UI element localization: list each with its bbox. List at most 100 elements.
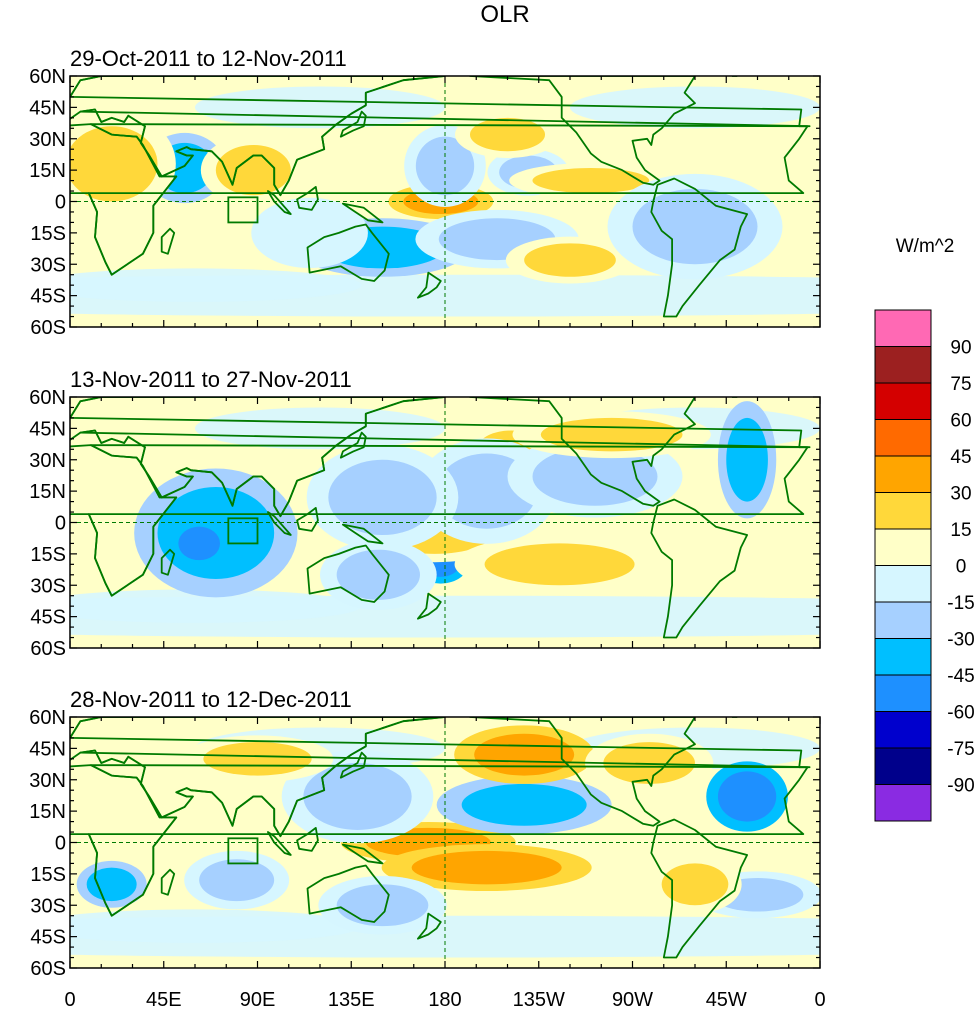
coastline-north-america — [469, 717, 696, 827]
anomaly-core — [203, 742, 312, 776]
latitude-label: 15S — [30, 544, 66, 566]
anomaly-core — [484, 543, 635, 586]
latitude-label: 30S — [30, 575, 66, 597]
coastline-borneo — [296, 507, 319, 532]
map-panel-3: 60N 45N 30N 15N 0 15S 30S 45S 60S 28-Nov-2011 to … — [29, 687, 821, 980]
anomaly-core — [470, 117, 545, 152]
coastline-africa-wrap — [70, 123, 178, 276]
coastline-new-guinea — [342, 843, 384, 865]
coastline-madagascar — [160, 548, 176, 576]
latitude-label: 15N — [29, 801, 66, 823]
anomaly-core — [267, 207, 352, 258]
colorbar-swatch — [874, 784, 932, 822]
anomaly-core — [524, 243, 616, 277]
coastline-europe-asia-wrap — [70, 717, 446, 838]
coastline-new-zealand — [417, 592, 442, 620]
coastline-africa-wrap — [70, 764, 178, 917]
coastline-europe-asia-wrap — [70, 76, 446, 197]
anomaly-core — [632, 188, 758, 265]
anomaly-core — [461, 783, 587, 826]
anomaly-core — [336, 549, 421, 600]
anomaly-core — [532, 447, 658, 506]
colorbar-swatch — [874, 309, 932, 347]
coastlines — [70, 397, 811, 639]
coastline-australia — [306, 544, 390, 603]
latitude-label: 60N — [29, 66, 66, 88]
colorbar-swatch — [874, 674, 932, 712]
coastline-madagascar — [160, 227, 176, 255]
anomaly-core — [328, 459, 437, 536]
panel-title: 28-Nov-2011 to 12-Dec-2011 — [70, 687, 352, 712]
anomaly-band — [195, 407, 445, 450]
figure-title: OLR — [480, 1, 529, 28]
panel-title: 13-Nov-2011 to 27-Nov-2011 — [70, 367, 352, 392]
anomaly-band — [195, 86, 445, 129]
latitude-label: 45N — [29, 418, 66, 440]
latitude-label: 30N — [29, 450, 66, 472]
anomaly-core — [661, 863, 729, 906]
longitude-label: 135E — [328, 989, 375, 1011]
index-box — [227, 837, 259, 865]
coastline-australia — [306, 864, 390, 923]
latitude-label: 30N — [29, 129, 66, 151]
anomaly-band — [70, 589, 362, 623]
coastline-new-zealand — [417, 912, 442, 940]
colorbar: 90 75 60 45 30 15 0 -15 -30 -45 -60 -75 -90 — [874, 309, 975, 822]
longitude-label: 90E — [240, 989, 276, 1011]
latitude-label: 60S — [30, 638, 66, 660]
latitude-label: 60S — [30, 317, 66, 339]
anomaly-core — [415, 136, 475, 196]
coastlines — [70, 76, 811, 318]
colorbar-label: -60 — [947, 703, 974, 724]
coastline-madagascar — [160, 868, 176, 896]
latitude-label: 15S — [30, 223, 66, 245]
anomaly-field — [70, 86, 820, 317]
anomaly-core — [199, 859, 275, 902]
latitude-label: 15N — [29, 481, 66, 503]
latitude-label: 45S — [30, 607, 66, 629]
coastline-borneo — [296, 186, 319, 211]
coastlines — [70, 717, 811, 959]
colorbar-label: 15 — [950, 520, 971, 541]
colorbar-label: -30 — [947, 630, 974, 651]
longitude-label: 45W — [706, 989, 747, 1011]
latitude-label: 60N — [29, 707, 66, 729]
colorbar-swatch — [874, 492, 932, 530]
colorbar-label: -90 — [947, 776, 974, 797]
map-panel-1: 60N 45N 30N 15N 0 15S 30S 45S 60S 29-Oct-2011 to … — [29, 46, 821, 339]
latitude-label: 0 — [55, 833, 66, 855]
longitude-label: 0 — [64, 989, 75, 1011]
latitude-label: 0 — [55, 192, 66, 214]
colorbar-label: 60 — [950, 411, 971, 432]
longitude-axis: 0 45E 90E 135E 180 135W 90W 45W 0 — [64, 989, 825, 1011]
colorbar-swatch — [874, 565, 932, 603]
longitude-label: 180 — [428, 989, 461, 1011]
latitude-label: 45S — [30, 927, 66, 949]
coastline-south-america — [650, 177, 748, 318]
latitude-label: 45N — [29, 738, 66, 760]
index-box — [227, 517, 259, 545]
map-panel-2: 60N 45N 30N 15N 0 15S 30S 45S 60S 13-Nov-2011 to … — [29, 367, 821, 660]
coastline-sumatra — [267, 511, 292, 536]
colorbar-label: -45 — [947, 666, 974, 687]
coastline-south-america — [650, 818, 748, 959]
colorbar-swatch — [874, 747, 932, 785]
coastline-japan — [339, 110, 367, 138]
colorbar-swatch — [874, 346, 932, 384]
colorbar-label: 75 — [950, 374, 971, 395]
anomaly-core — [215, 145, 291, 196]
coastline-sumatra — [267, 190, 292, 215]
colorbar-label: 90 — [950, 338, 971, 359]
colorbar-units-label: W/m^2 — [896, 236, 955, 257]
anomaly-core — [603, 742, 696, 784]
latitude-label: 30N — [29, 770, 66, 792]
coastline-australia — [306, 223, 390, 282]
anomaly-field — [70, 401, 820, 638]
latitude-label: 0 — [55, 513, 66, 535]
latitude-label: 15S — [30, 864, 66, 886]
coastline-north-america — [469, 397, 696, 507]
anomaly-band — [70, 268, 362, 302]
longitude-label: 135W — [513, 989, 565, 1011]
longitude-label: 0 — [814, 989, 825, 1011]
